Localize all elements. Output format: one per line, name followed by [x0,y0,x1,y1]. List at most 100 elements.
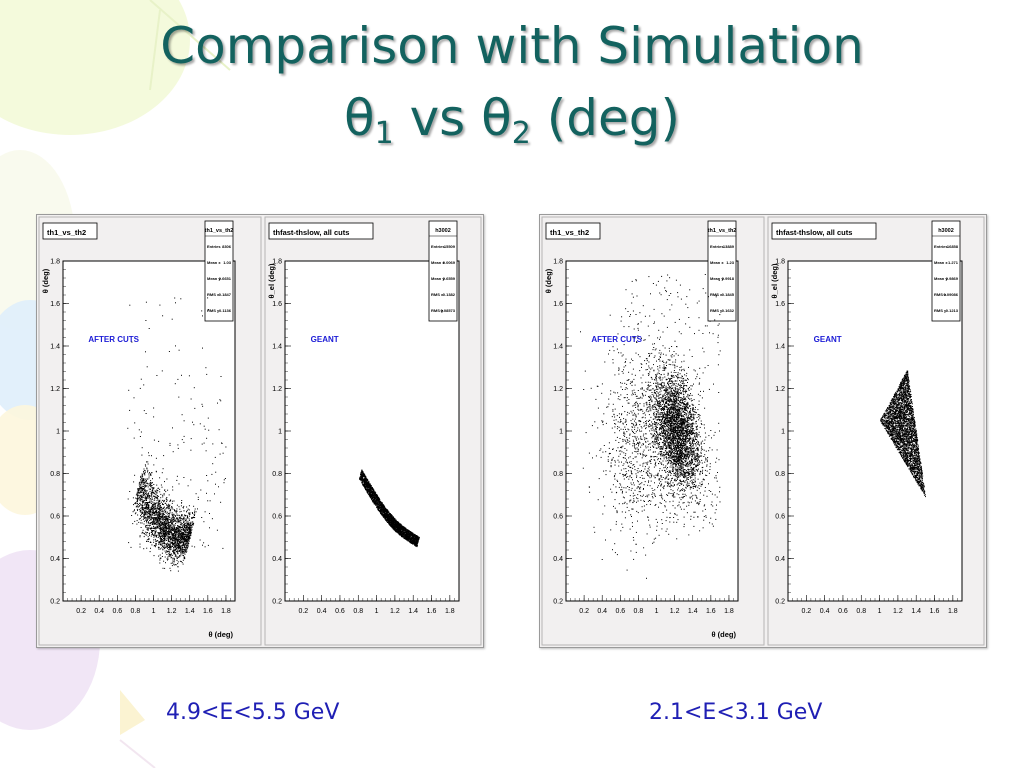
data-point [141,482,143,484]
data-point [149,551,151,553]
data-point [166,507,168,509]
data-point [172,536,173,538]
data-point [171,523,173,525]
data-point [163,517,165,519]
data-point [154,503,156,505]
data-point [139,492,141,494]
data-point [173,536,175,538]
data-point [187,523,189,525]
data-point [168,351,170,352]
data-point [181,536,183,538]
data-point [135,497,137,499]
data-point [149,525,150,527]
data-point [184,536,185,538]
data-point [142,531,143,533]
data-point [150,474,151,476]
data-point [154,505,156,507]
data-point [163,521,165,522]
data-point [171,517,173,518]
data-point [172,548,174,550]
data-point [383,506,385,508]
data-point [211,473,213,475]
data-point [166,530,168,532]
data-point [405,528,407,530]
data-point [153,503,155,505]
data-point [164,535,166,537]
data-point [166,522,168,524]
data-point [185,546,187,548]
data-point [175,512,177,514]
data-point [145,519,147,521]
data-point [183,544,185,546]
data-point [162,536,163,538]
data-point [155,544,157,546]
data-point [163,501,165,503]
data-point [174,539,176,541]
data-point [154,508,156,510]
stats-label: RMS x [207,292,220,297]
data-point [144,470,146,472]
y-tick-label: 0.8 [272,471,282,478]
data-point [174,545,176,547]
data-point [152,508,154,510]
data-point [173,509,175,510]
data-point [173,528,174,530]
data-point [153,491,155,493]
data-point [145,320,147,321]
data-point [169,526,171,528]
data-point [140,431,142,433]
data-point [376,500,378,502]
stats-title: th1_vs_th2 [205,228,234,234]
data-point [188,534,190,536]
data-point [143,485,144,487]
data-point [145,492,147,494]
data-point [411,539,413,541]
data-point [161,528,163,530]
data-point [175,535,177,536]
data-point [147,518,149,520]
data-point [164,526,166,528]
data-point [203,442,205,444]
data-point [153,521,155,523]
data-point [160,537,162,538]
data-point [187,536,189,538]
stats-value: 15509 [444,244,456,249]
data-point [183,526,185,528]
data-point [152,478,153,480]
data-point [382,506,384,508]
data-point [179,550,180,552]
data-point [137,489,139,491]
data-point [165,524,167,526]
data-point [149,509,151,511]
data-point [388,516,390,518]
data-point [168,527,170,529]
data-point [177,533,179,535]
data-point [174,510,175,511]
data-point [169,528,171,530]
data-point [168,529,169,531]
data-point [394,522,396,524]
data-point [184,539,185,541]
data-point [187,515,188,517]
data-point [151,517,153,518]
data-point [182,527,184,529]
data-point [162,539,164,541]
data-point [143,515,145,517]
data-point [147,536,149,538]
data-point [173,552,175,554]
data-point [173,559,175,561]
data-point [404,532,406,534]
data-point [170,507,172,509]
data-point [153,521,155,523]
data-point [154,527,155,529]
data-point [182,529,184,531]
data-point [387,515,389,516]
data-point [141,475,143,477]
data-point [158,525,160,527]
data-point [186,535,188,537]
data-point [136,494,138,496]
data-point [173,535,175,537]
data-point [155,526,157,528]
data-point [366,483,368,485]
